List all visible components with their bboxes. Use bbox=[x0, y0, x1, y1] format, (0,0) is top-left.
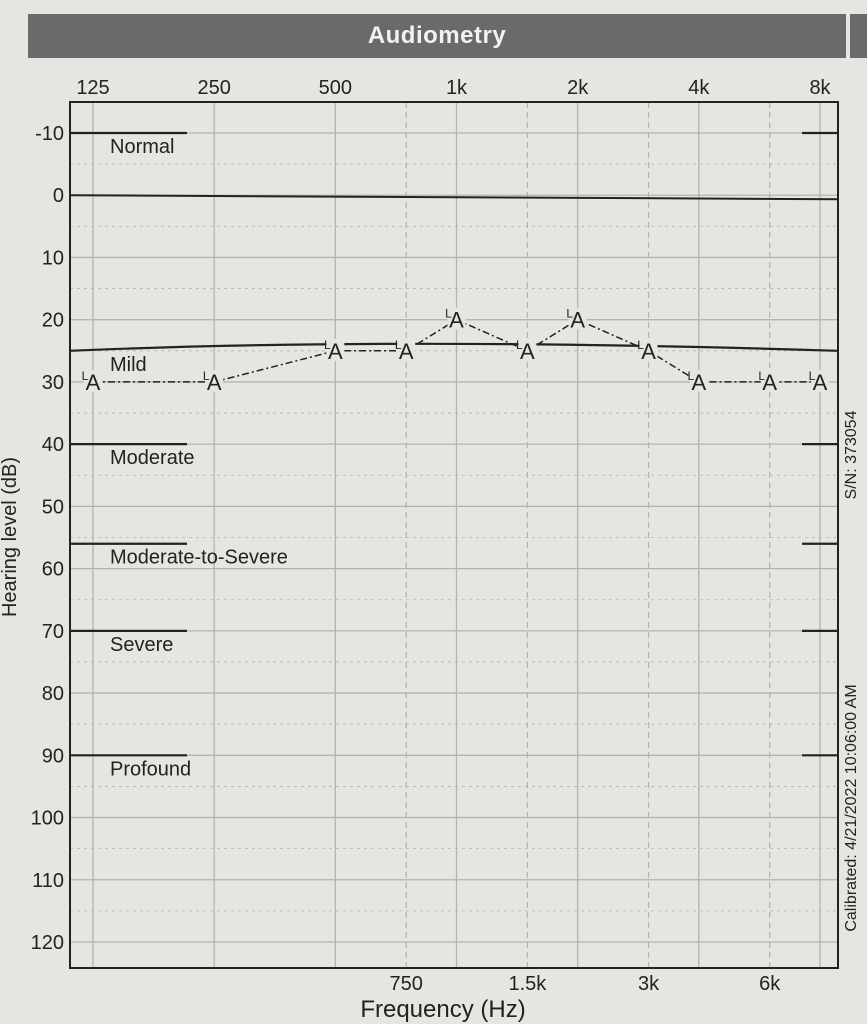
data-point-marker: A bbox=[762, 370, 777, 395]
data-point-marker: A bbox=[399, 339, 414, 364]
data-point-marker: A bbox=[328, 339, 343, 364]
y-tick-label: 40 bbox=[42, 434, 64, 456]
axes: 125 250 500 1k 2k 4k 8k 750 1.5k 3k 6k -10 0 10 20 30 40… bbox=[31, 77, 839, 995]
x-tick-label-top: 1k bbox=[446, 77, 468, 99]
data-point-bg bbox=[326, 338, 345, 361]
calibration-date: Calibrated: 4/21/2022 10:06:00 AM bbox=[843, 684, 860, 931]
x-tick-label-bottom: 750 bbox=[390, 973, 423, 995]
y-tick-label: 20 bbox=[42, 310, 64, 332]
data-point: AL bbox=[566, 307, 587, 333]
y-tick-label: 70 bbox=[42, 621, 64, 643]
data-point-ear: L bbox=[687, 369, 694, 383]
x-tick-label-bottom: 1.5k bbox=[508, 973, 547, 995]
grid bbox=[70, 102, 838, 968]
data-point-bg bbox=[568, 307, 587, 330]
data-point-ear: L bbox=[203, 369, 210, 383]
data-point-ear: L bbox=[516, 338, 523, 352]
data-point-ear: L bbox=[445, 307, 452, 321]
y-tick-label: 10 bbox=[42, 247, 64, 269]
x-tick-label-top: 2k bbox=[567, 77, 589, 99]
data-point: AL bbox=[445, 307, 466, 333]
data-point-ear: L bbox=[82, 369, 89, 383]
data-point-bg bbox=[397, 338, 416, 361]
serial-number: S/N: 373054 bbox=[843, 410, 860, 499]
data-point-ear: L bbox=[758, 369, 765, 383]
data-point-bg bbox=[205, 369, 224, 392]
band-label: Severe bbox=[110, 634, 173, 656]
data-point-ear: L bbox=[566, 307, 573, 321]
x-tick-label-top: 125 bbox=[76, 77, 109, 99]
data-point-marker: A bbox=[207, 370, 222, 395]
band-label: Normal bbox=[110, 136, 174, 158]
plot-border bbox=[69, 101, 839, 969]
band-label: Mild bbox=[110, 354, 147, 376]
data-point-bg bbox=[760, 369, 779, 392]
y-tick-label: 0 bbox=[53, 185, 64, 207]
y-tick-label: 30 bbox=[42, 372, 64, 394]
zero-reference-line bbox=[69, 194, 839, 201]
band-label: Moderate-to-Severe bbox=[110, 547, 288, 569]
data-point-bg bbox=[689, 369, 708, 392]
data-point: AL bbox=[324, 338, 345, 364]
y-tick-label: 110 bbox=[32, 870, 64, 892]
y-tick-label: 120 bbox=[31, 932, 64, 954]
data-point-bg bbox=[639, 338, 658, 361]
y-tick-label: -10 bbox=[35, 123, 64, 145]
data-point: AL bbox=[687, 369, 708, 395]
x-tick-label-top: 500 bbox=[319, 77, 352, 99]
y-axis-label: Hearing level (dB) bbox=[0, 457, 21, 617]
y-tick-label: 90 bbox=[42, 745, 64, 767]
data-point-ear: L bbox=[324, 338, 331, 352]
x-tick-label-bottom: 3k bbox=[638, 973, 660, 995]
x-tick-label-top: 250 bbox=[197, 77, 230, 99]
data-point: AL bbox=[637, 338, 658, 364]
data-point-marker: A bbox=[86, 370, 101, 395]
band-label: Moderate bbox=[110, 447, 195, 469]
band-label: Profound bbox=[110, 758, 191, 780]
data-point-marker: A bbox=[813, 370, 828, 395]
data-point-bg bbox=[811, 369, 829, 392]
data-point-ear: L bbox=[809, 369, 816, 383]
data-point-ear: L bbox=[395, 338, 402, 352]
data-point: AL bbox=[82, 369, 102, 395]
chart-title: Audiometry bbox=[367, 22, 507, 49]
data-point-marker: A bbox=[520, 339, 535, 364]
data-point: AL bbox=[203, 369, 224, 395]
data-point-marker: A bbox=[691, 370, 706, 395]
x-tick-label-top: 8k bbox=[809, 77, 831, 99]
title-bar-edge bbox=[850, 14, 867, 58]
data-point: AL bbox=[395, 338, 416, 364]
data-point-bg bbox=[447, 307, 466, 330]
x-tick-label-bottom: 6k bbox=[759, 973, 781, 995]
y-tick-label: 80 bbox=[42, 683, 64, 705]
data-point: AL bbox=[758, 369, 779, 395]
band-boundary-line bbox=[69, 342, 839, 352]
data-point-marker: A bbox=[570, 308, 585, 333]
data-point-bg bbox=[84, 369, 102, 392]
x-axis-label: Frequency (Hz) bbox=[360, 996, 525, 1023]
x-tick-label-top: 4k bbox=[688, 77, 710, 99]
data-point-marker: A bbox=[449, 308, 464, 333]
data-point-marker: A bbox=[641, 339, 656, 364]
data-point-ear: L bbox=[637, 338, 644, 352]
data-point: AL bbox=[516, 338, 537, 364]
severity-bands: Normal Mild Moderate Moderate-to-Severe Seve… bbox=[69, 131, 839, 780]
data-point-bg bbox=[518, 338, 537, 361]
data-point: AL bbox=[809, 369, 829, 395]
title-bar: Audiometry bbox=[28, 14, 846, 58]
y-tick-label: 50 bbox=[42, 496, 64, 518]
y-tick-label: 100 bbox=[31, 808, 64, 830]
y-tick-label: 60 bbox=[42, 559, 64, 581]
